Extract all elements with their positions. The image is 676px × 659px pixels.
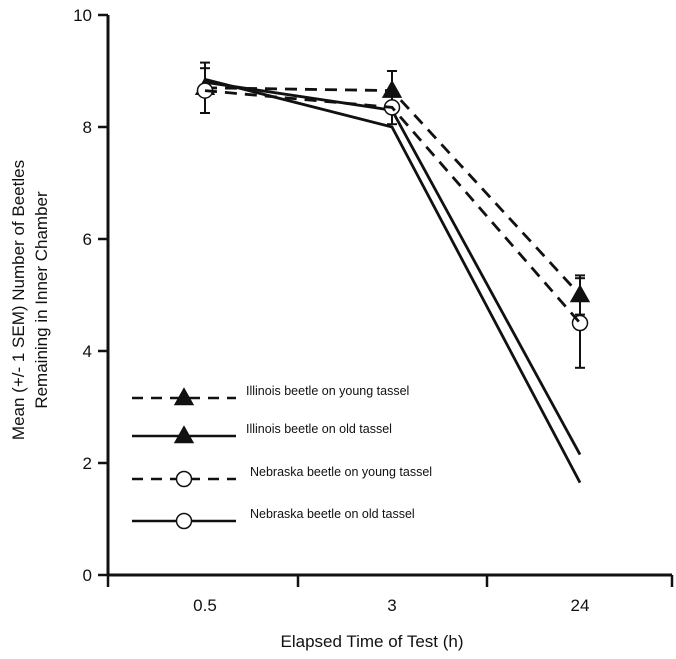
legend-marker <box>175 470 193 488</box>
series-layer <box>194 61 591 484</box>
y-axis-title-line-1: Mean (+/- 1 SEM) Number of Beetles <box>9 160 28 440</box>
y-tick-label: 10 <box>73 6 92 25</box>
y-tick-label: 4 <box>83 342 92 361</box>
y-tick-label: 8 <box>83 118 92 137</box>
x-ticks: 0.5 3 24 <box>106 575 674 615</box>
legend-marker <box>173 387 195 406</box>
legend-marker <box>175 512 193 530</box>
legend-label: Nebraska beetle on old tassel <box>250 507 415 521</box>
x-tick-label: 3 <box>387 596 396 615</box>
legend-label: Illinois beetle on old tassel <box>246 422 392 436</box>
y-ticks: 0 2 4 6 8 10 <box>73 6 108 585</box>
series-line <box>204 89 582 324</box>
x-tick-label: 24 <box>571 596 590 615</box>
legend-label: Illinois beetle on young tassel <box>246 384 409 398</box>
y-tick-label: 0 <box>83 566 92 585</box>
legend-item: Illinois beetle on old tassel <box>132 422 392 444</box>
legend-item: Illinois beetle on young tassel <box>132 384 409 406</box>
series-3 <box>204 89 582 324</box>
x-tick-label: 0.5 <box>193 596 217 615</box>
series-line <box>204 78 582 484</box>
y-tick-label: 6 <box>83 230 92 249</box>
legend: Illinois beetle on young tassel Illinois … <box>132 384 432 530</box>
x-axis-title: Elapsed Time of Test (h) <box>281 632 464 651</box>
legend-item: Nebraska beetle on old tassel <box>132 507 415 530</box>
y-tick-label: 2 <box>83 454 92 473</box>
series-line <box>204 80 582 456</box>
series-4 <box>204 78 582 484</box>
y-axis-title-line-2: Remaining in Inner Chamber <box>32 191 51 409</box>
legend-item: Nebraska beetle on young tassel <box>132 465 432 488</box>
legend-marker <box>173 425 195 444</box>
legend-label: Nebraska beetle on young tassel <box>250 465 432 479</box>
